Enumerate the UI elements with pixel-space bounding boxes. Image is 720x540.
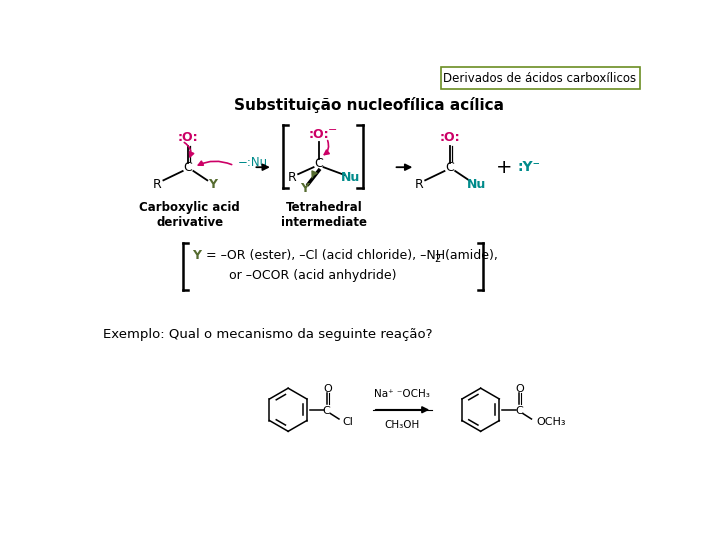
Text: −: − — [328, 125, 337, 135]
Text: Substituição nucleofílica acílica: Substituição nucleofílica acílica — [234, 97, 504, 113]
Text: Y: Y — [300, 183, 310, 195]
Text: :O:: :O: — [309, 127, 329, 140]
Text: Derivados de ácidos carboxílicos: Derivados de ácidos carboxílicos — [444, 72, 636, 85]
Text: +: + — [495, 158, 512, 177]
Text: C: C — [184, 161, 192, 174]
Text: C: C — [315, 157, 323, 170]
Text: Carboxylic acid
derivative: Carboxylic acid derivative — [139, 201, 240, 229]
FancyBboxPatch shape — [441, 67, 640, 90]
Text: = –OR (ester), –Cl (acid chloride), –NH: = –OR (ester), –Cl (acid chloride), –NH — [202, 249, 445, 262]
Text: :O:: :O: — [439, 131, 460, 144]
Text: OCH₃: OCH₃ — [536, 417, 566, 427]
Text: −:Nu: −:Nu — [238, 156, 269, 169]
Text: Cl: Cl — [343, 417, 354, 427]
Text: R: R — [287, 171, 297, 184]
Text: Nu: Nu — [341, 172, 360, 185]
Text: R: R — [415, 178, 423, 191]
Text: or –OCOR (acid anhydride): or –OCOR (acid anhydride) — [229, 269, 396, 282]
Text: Exemplo: Qual o mecanismo da seguinte reação?: Exemplo: Qual o mecanismo da seguinte re… — [104, 328, 433, 341]
Text: O: O — [516, 384, 524, 394]
Text: C: C — [446, 161, 454, 174]
Text: 2: 2 — [434, 254, 441, 264]
Text: Y: Y — [208, 178, 217, 191]
Text: CH₃OH: CH₃OH — [384, 420, 420, 430]
Text: C: C — [323, 406, 330, 416]
Text: Tetrahedral
intermediate: Tetrahedral intermediate — [282, 201, 367, 229]
Text: (amide),: (amide), — [441, 249, 498, 262]
Text: :O:: :O: — [178, 131, 199, 144]
Text: Na⁺ ⁻OCH₃: Na⁺ ⁻OCH₃ — [374, 389, 430, 399]
Text: Nu: Nu — [467, 178, 487, 191]
Text: :Y⁻: :Y⁻ — [518, 160, 541, 174]
Text: C: C — [516, 406, 523, 416]
Text: O: O — [323, 384, 332, 394]
Text: Y: Y — [192, 249, 201, 262]
Text: R: R — [153, 178, 161, 191]
